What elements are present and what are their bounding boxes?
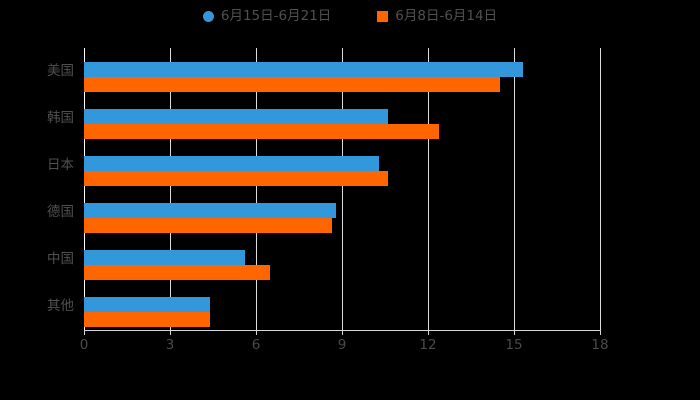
y-axis-label-1: 美国 [47, 62, 74, 79]
y-axis-label-2: 韩国 [47, 109, 74, 126]
legend-label-series-2: 6月8日-6月14日 [395, 8, 498, 24]
gridline-x-15 [514, 48, 515, 330]
x-tick-mark-15 [514, 330, 515, 335]
x-tick-mark-9 [342, 330, 343, 335]
plot-area [84, 48, 601, 330]
bar[interactable] [84, 156, 380, 171]
gridline-x-3 [170, 48, 171, 330]
bar[interactable] [84, 77, 500, 92]
bar[interactable] [84, 62, 523, 77]
bar-group [84, 95, 600, 142]
x-tick-label-15: 15 [505, 337, 523, 353]
x-tick-label-0: 0 [79, 337, 89, 353]
gridline-x-9 [342, 48, 343, 330]
bar-group [84, 142, 600, 189]
x-tick-label-18: 18 [591, 337, 609, 353]
y-axis-line [84, 48, 85, 330]
bar[interactable] [84, 297, 211, 312]
y-axis-label-5: 中国 [47, 250, 74, 267]
legend-label-series-1: 6月15日-6月21日 [220, 8, 332, 24]
x-tick-label-9: 9 [337, 337, 347, 353]
bar-group [84, 48, 600, 95]
bar[interactable] [84, 171, 388, 186]
x-tick-mark-3 [170, 330, 171, 335]
gridline-x-12 [428, 48, 429, 330]
bar[interactable] [84, 203, 337, 218]
x-tick-mark-18 [600, 330, 601, 335]
bar-group [84, 283, 600, 330]
bar-group [84, 189, 600, 236]
x-tick-label-12: 12 [419, 337, 437, 353]
legend-square-marker-orange [377, 10, 389, 22]
bar[interactable] [84, 109, 388, 124]
bar[interactable] [84, 124, 440, 139]
y-axis-label-3: 日本 [47, 156, 74, 173]
legend-item-series-1[interactable]: 6月15日-6月21日 [202, 8, 332, 24]
x-tick-label-6: 6 [251, 337, 261, 353]
y-axis-label-6: 其他 [47, 297, 74, 314]
bar[interactable] [84, 312, 211, 327]
x-tick-mark-0 [84, 330, 85, 335]
x-tick-mark-6 [256, 330, 257, 335]
gridline-x-6 [256, 48, 257, 330]
x-tick-mark-12 [428, 330, 429, 335]
bar-group [84, 236, 600, 283]
gridline-x-18 [600, 48, 601, 330]
legend-circle-marker-blue [202, 10, 214, 22]
y-axis-label-4: 德国 [47, 203, 74, 220]
bar[interactable] [84, 218, 332, 233]
bar[interactable] [84, 250, 245, 265]
bar[interactable] [84, 265, 271, 280]
legend-item-series-2[interactable]: 6月8日-6月14日 [377, 9, 497, 23]
chart-legend: 6月15日-6月21日 6月8日-6月14日 [0, 4, 700, 28]
y-axis-labels: 美国韩国日本德国中国其他 [0, 48, 74, 330]
x-tick-label-3: 3 [165, 337, 175, 353]
